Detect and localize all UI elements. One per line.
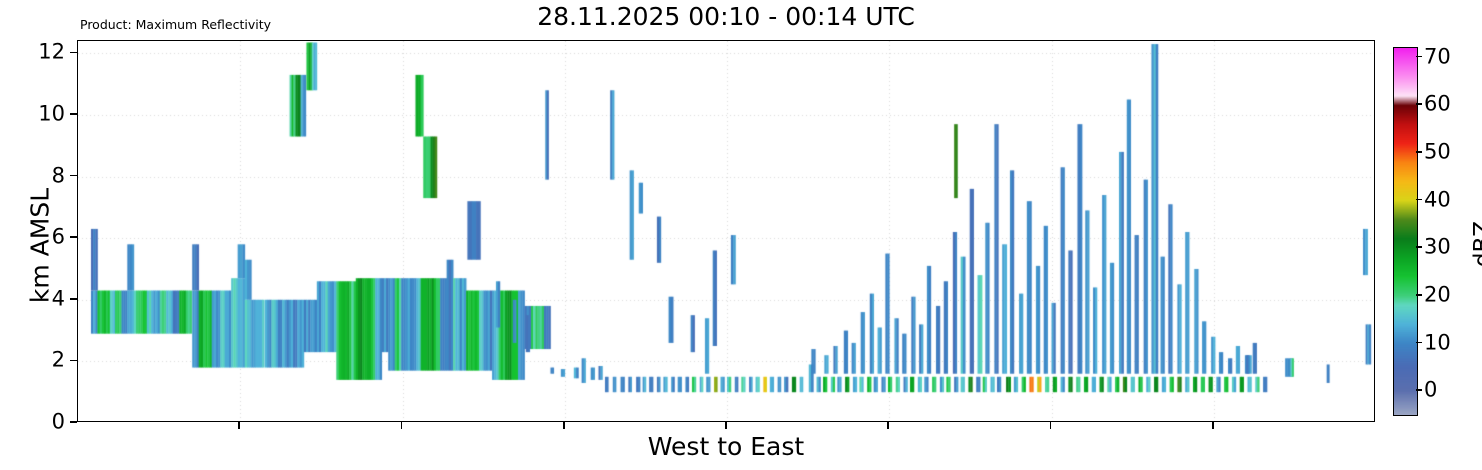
x-axis-label: West to East [647,432,805,461]
y-axis-tick [70,174,77,177]
x-axis-tick [1211,422,1214,429]
colorbar-tick [1416,198,1422,201]
x-axis-tick [1049,422,1052,429]
y-axis-tick-label: 10 [38,101,65,126]
colorbar-tick-label: 0 [1424,377,1438,402]
y-axis-tick-label: 6 [51,224,65,249]
x-axis-tick [238,422,241,429]
colorbar-tick-label: 10 [1424,330,1451,354]
y-axis-tick-label: 12 [38,39,65,64]
colorbar-tick-label: 70 [1424,44,1451,69]
colorbar-tick [1416,151,1422,153]
y-axis-tick-label: 0 [51,409,65,434]
colorbar-tick [1416,103,1422,105]
colorbar-gradient [1393,47,1418,416]
colorbar-tick-label: 30 [1424,234,1451,259]
colorbar-tick [1416,294,1422,296]
x-axis-tick [725,422,727,429]
product-label: Product: Maximum Reflectivity [80,17,272,32]
colorbar-tick [1416,55,1422,58]
colorbar-label: dBZ [1470,220,1482,268]
colorbar-tick [1416,341,1422,344]
y-axis-tick-label: 2 [51,347,65,372]
colorbar-tick [1416,389,1422,391]
colorbar-tick-label: 20 [1424,282,1451,307]
x-axis-tick [400,422,403,429]
page-title: 28.11.2025 00:10 - 00:14 UTC [537,2,915,31]
y-axis-tick [70,51,77,54]
y-axis-tick [70,297,77,300]
y-axis-tick [70,113,77,115]
y-axis-label: km AMSL [25,187,55,304]
colorbar [1393,47,1418,416]
x-axis-tick [562,422,565,429]
y-axis-tick [70,236,77,238]
plot-area [77,40,1375,422]
reflectivity-data-layer [78,41,1374,421]
colorbar-tick-label: 50 [1424,139,1451,164]
colorbar-tick-label: 40 [1424,187,1451,212]
y-axis-tick-label: 8 [51,163,65,188]
y-axis-tick-label: 4 [51,286,65,311]
colorbar-tick [1416,246,1422,248]
y-axis-tick [70,359,77,362]
colorbar-tick-label: 60 [1424,91,1451,116]
x-axis-tick [887,422,890,429]
y-axis-tick [70,421,77,423]
